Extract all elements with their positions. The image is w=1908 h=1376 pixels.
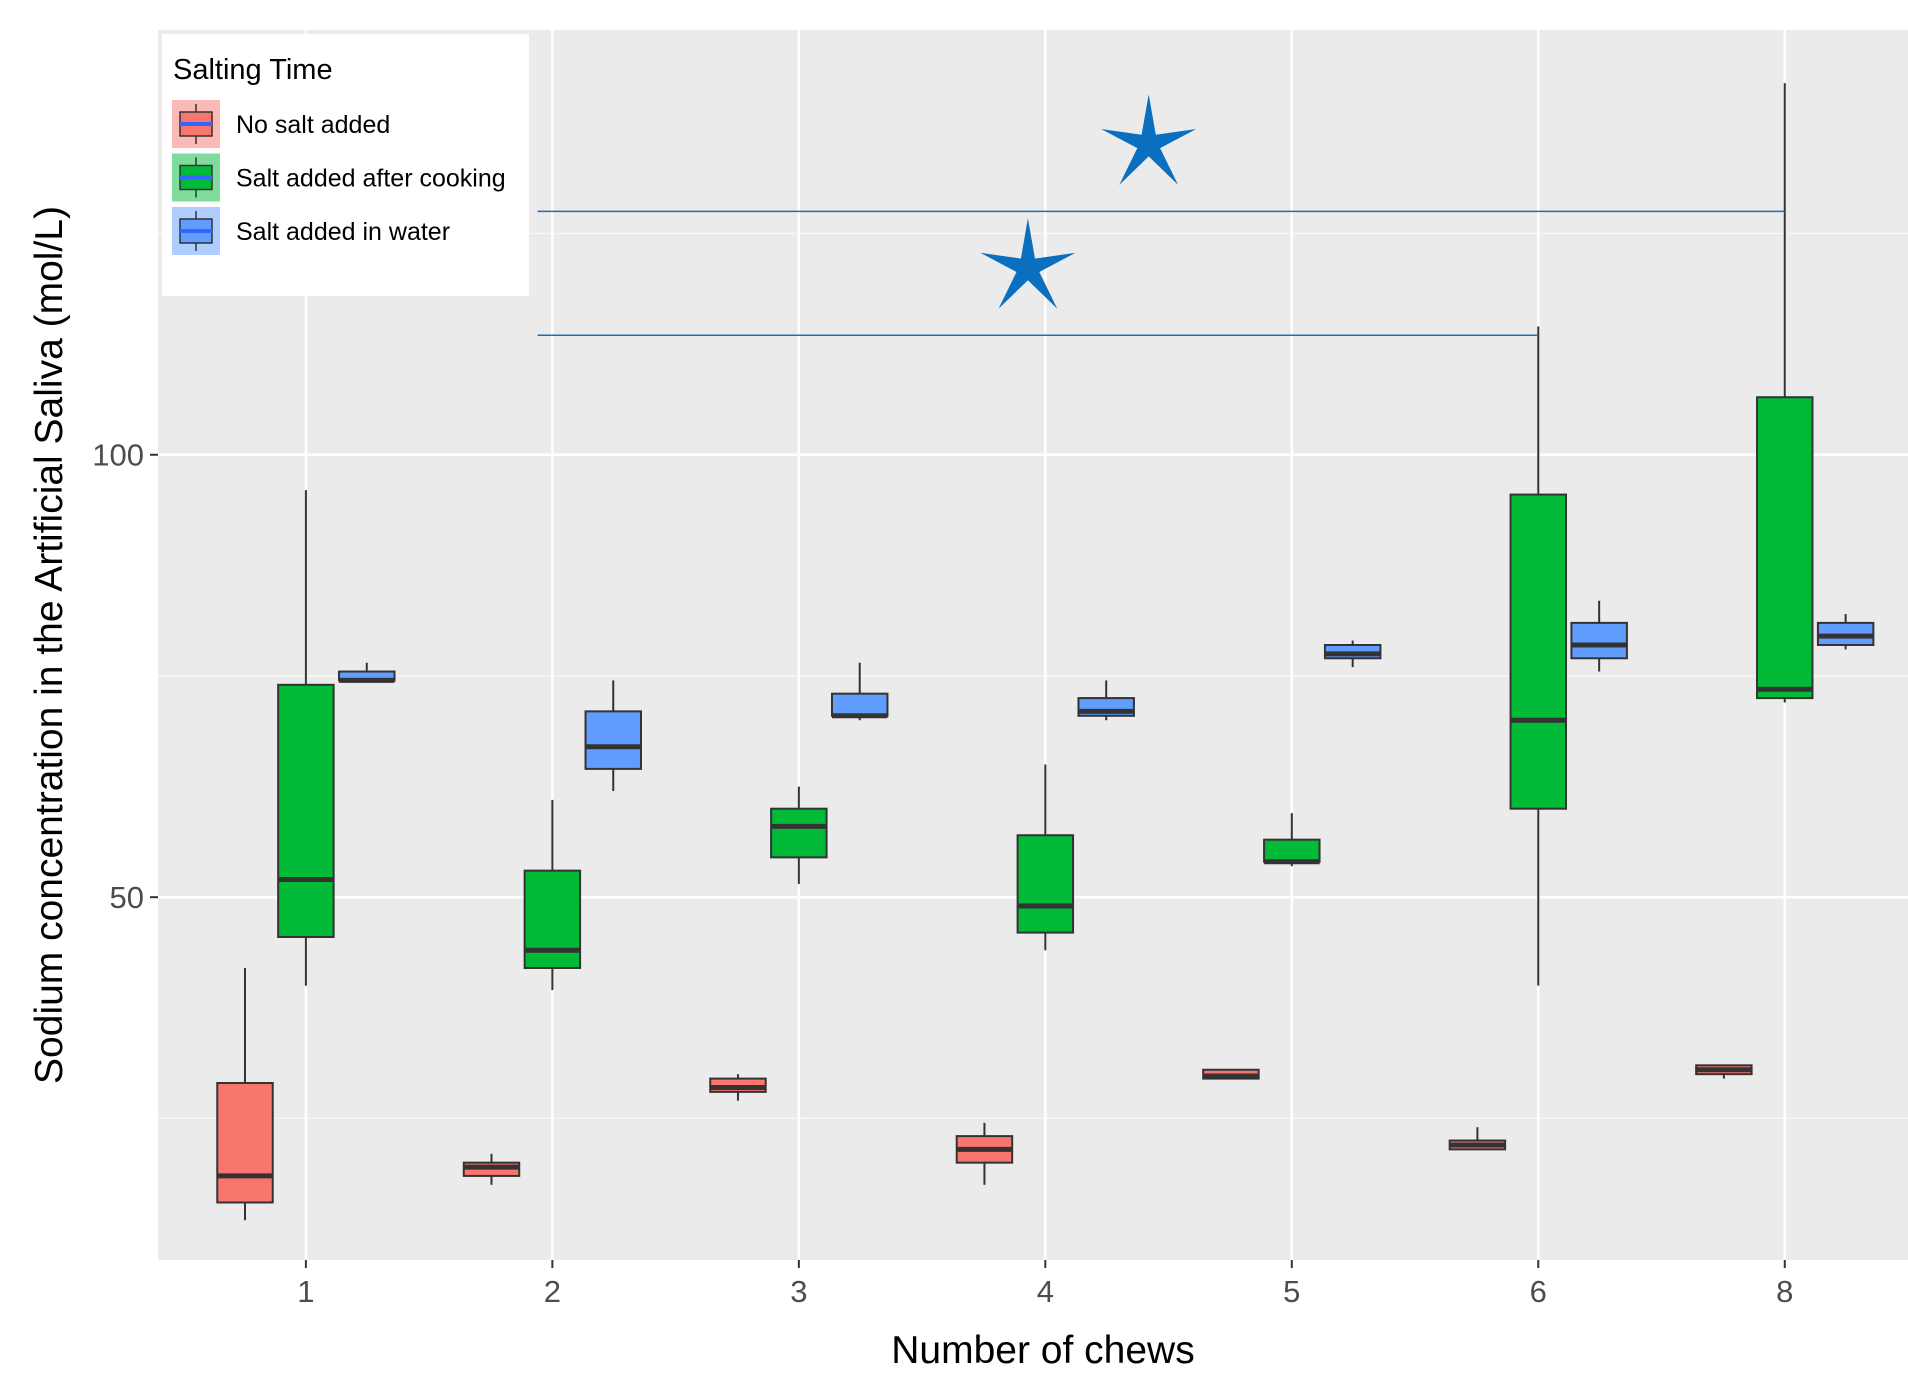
x-tick-label: 1: [297, 1274, 314, 1309]
y-tick-labels: 50 100: [92, 438, 144, 915]
box-8-0: [1695, 1064, 1753, 1079]
box-4-2: [1077, 680, 1135, 721]
y-tick-label: 50: [110, 880, 144, 915]
box-iqr: [1756, 396, 1814, 700]
box-3-1: [770, 786, 828, 884]
box-iqr: [216, 1082, 274, 1204]
box-3-0: [709, 1074, 767, 1101]
box-iqr: [770, 807, 828, 859]
legend-item: Salt added after cooking: [172, 153, 506, 202]
axis-ticks: [150, 453, 1786, 1268]
box-6-2: [1570, 600, 1628, 672]
box-iqr: [1263, 838, 1321, 863]
x-tick-label: 2: [544, 1274, 561, 1309]
legend-item: Salt added in water: [172, 207, 450, 255]
box-iqr: [584, 710, 642, 770]
box-iqr: [1570, 621, 1628, 660]
box-8-1: [1756, 83, 1814, 703]
x-tick-label: 4: [1037, 1274, 1054, 1309]
box-iqr: [523, 869, 582, 969]
legend: Salting Time No salt added Salt added aft…: [162, 34, 529, 296]
legend-items: No salt added Salt added after cooking Sal…: [172, 100, 506, 255]
significance-annotations: [537, 94, 1785, 337]
box-iqr: [1509, 493, 1568, 810]
box-3-2: [830, 662, 889, 721]
significance-star-icon: [1101, 94, 1197, 185]
x-tick-label: 8: [1776, 1274, 1793, 1309]
y-tick-label: 100: [92, 438, 144, 473]
x-axis-title: Number of chews: [891, 1329, 1194, 1372]
box-1-0: [216, 967, 274, 1221]
legend-label: Salt added after cooking: [236, 165, 506, 193]
box-6-0: [1448, 1127, 1507, 1151]
significance-star-icon: [980, 218, 1076, 309]
box-iqr: [830, 692, 889, 717]
box-5-2: [1323, 640, 1382, 668]
box-4-1: [1016, 764, 1075, 951]
legend-box: [162, 34, 529, 296]
box-8-2: [1816, 614, 1875, 650]
legend-item: No salt added: [172, 100, 390, 148]
box-iqr: [277, 683, 335, 939]
box-6-1: [1509, 326, 1568, 986]
x-tick-label: 6: [1530, 1274, 1547, 1309]
y-axis-title: Sodium concentration in the Artificial S…: [28, 206, 71, 1084]
box-1-2: [338, 662, 396, 683]
box-2-0: [462, 1153, 521, 1185]
legend-label: No salt added: [236, 111, 390, 139]
box-2-2: [584, 680, 642, 792]
boxes: [216, 83, 1875, 1221]
box-1-1: [277, 490, 335, 986]
box-4-0: [955, 1122, 1014, 1185]
box-iqr: [1016, 834, 1075, 934]
x-tick-labels: 1 2 3 4 5 6 8: [297, 1274, 1793, 1309]
box-5-0: [1202, 1068, 1260, 1080]
legend-label: Salt added in water: [236, 218, 450, 246]
x-tick-label: 5: [1283, 1274, 1300, 1309]
box-5-1: [1263, 813, 1321, 867]
x-tick-label: 3: [790, 1274, 807, 1309]
box-2-1: [523, 799, 582, 991]
legend-title: Salting Time: [173, 54, 333, 86]
